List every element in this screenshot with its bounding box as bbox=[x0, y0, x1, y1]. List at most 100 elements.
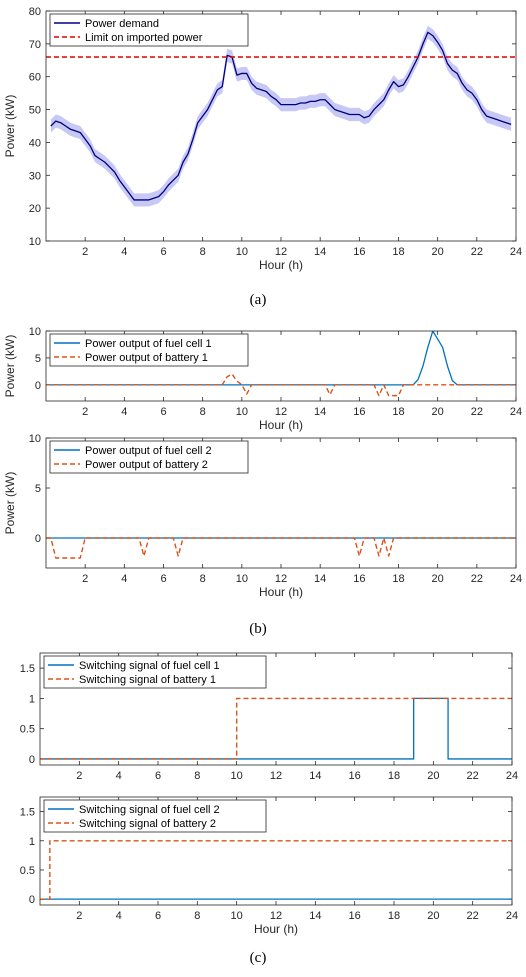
x-tick-label: 14 bbox=[309, 910, 321, 922]
x-tick-label: 16 bbox=[349, 910, 361, 922]
x-tick-label: 16 bbox=[353, 573, 365, 585]
y-tick-label: 0 bbox=[29, 754, 35, 766]
series-line-2 bbox=[46, 373, 516, 397]
series-layer bbox=[40, 840, 512, 900]
x-tick-label: 4 bbox=[121, 406, 127, 418]
x-tick-label: 24 bbox=[510, 406, 522, 418]
series-line-2 bbox=[40, 840, 512, 900]
y-tick-label: 1 bbox=[29, 693, 35, 705]
x-tick-label: 12 bbox=[275, 573, 287, 585]
chart-a: 2 4 6 8 10 12 14 16 18 20 22 241020304050607080Hour… bbox=[3, 6, 522, 272]
x-axis-label: Hour (h) bbox=[254, 922, 298, 936]
x-tick-label: 20 bbox=[432, 406, 444, 418]
x-tick-label: 6 bbox=[155, 910, 161, 922]
x-tick-label: 20 bbox=[427, 910, 439, 922]
x-tick-label: 8 bbox=[200, 406, 206, 418]
x-tick-label: 2 bbox=[76, 910, 82, 922]
x-tick-label: 10 bbox=[236, 406, 248, 418]
x-tick-label: 22 bbox=[467, 770, 479, 782]
x-tick-label: 10 bbox=[236, 246, 248, 258]
x-tick-label: 24 bbox=[506, 910, 518, 922]
x-tick-label: 24 bbox=[506, 770, 518, 782]
plot-frame bbox=[45, 10, 517, 242]
x-tick-label: 14 bbox=[314, 406, 326, 418]
charts-layer: 2 4 6 8 10 12 14 16 18 20 22 241020304050607080Hour… bbox=[3, 6, 522, 936]
legend-entry-2: Power output of battery 2 bbox=[85, 459, 208, 471]
caption-b: (b) bbox=[249, 621, 267, 637]
x-tick-label: 4 bbox=[116, 770, 122, 782]
y-tick-label: 10 bbox=[29, 236, 41, 248]
y-axis-label: Power (kW) bbox=[3, 472, 17, 535]
caption-c: (c) bbox=[250, 950, 267, 966]
x-tick-label: 22 bbox=[471, 246, 483, 258]
legend-entry-2: Switching signal of battery 2 bbox=[79, 818, 216, 830]
x-tick-label: 2 bbox=[82, 573, 88, 585]
legend-entry-1: Switching signal of fuel cell 2 bbox=[79, 804, 220, 816]
legend-box bbox=[43, 655, 267, 689]
x-axis-label: Hour (h) bbox=[259, 585, 303, 599]
legend: Power output of fuel cell 2 Power output … bbox=[49, 440, 249, 474]
x-tick-label: 6 bbox=[160, 406, 166, 418]
y-tick-label: 0 bbox=[35, 380, 41, 392]
x-tick-label: 16 bbox=[353, 406, 365, 418]
x-tick-label: 16 bbox=[349, 770, 361, 782]
legend: Switching signal of fuel cell 1 Switching… bbox=[43, 655, 267, 689]
x-tick-label: 20 bbox=[427, 770, 439, 782]
x-tick-label: 24 bbox=[510, 246, 522, 258]
x-tick-label: 2 bbox=[82, 406, 88, 418]
x-tick-label: 20 bbox=[432, 573, 444, 585]
y-tick-label: 0 bbox=[35, 533, 41, 545]
x-tick-label: 12 bbox=[270, 910, 282, 922]
x-tick-label: 8 bbox=[200, 573, 206, 585]
x-tick-label: 6 bbox=[160, 573, 166, 585]
legend-box bbox=[49, 333, 249, 367]
y-axis-label: Power (kW) bbox=[3, 335, 17, 398]
x-tick-label: 10 bbox=[231, 770, 243, 782]
x-tick-label: 16 bbox=[353, 246, 365, 258]
legend: Power output of fuel cell 1 Power output … bbox=[49, 333, 249, 367]
y-tick-label: 1.5 bbox=[20, 807, 35, 819]
x-tick-label: 12 bbox=[275, 246, 287, 258]
legend-box bbox=[49, 440, 249, 474]
series-layer bbox=[46, 25, 516, 207]
plot-frame bbox=[39, 652, 513, 766]
legend-box bbox=[43, 799, 267, 833]
x-tick-label: 10 bbox=[236, 573, 248, 585]
legend-entry-2: Switching signal of battery 1 bbox=[79, 674, 216, 686]
y-tick-label: 1 bbox=[29, 836, 35, 848]
y-tick-label: 0.5 bbox=[20, 865, 35, 877]
x-tick-label: 6 bbox=[160, 246, 166, 258]
x-tick-label: 14 bbox=[314, 246, 326, 258]
y-tick-label: 1.5 bbox=[20, 663, 35, 675]
x-tick-label: 2 bbox=[76, 770, 82, 782]
x-tick-label: 18 bbox=[392, 573, 404, 585]
legend-entry-2: Power output of battery 1 bbox=[85, 352, 208, 364]
series-layer bbox=[46, 331, 516, 397]
x-tick-label: 8 bbox=[194, 770, 200, 782]
series-layer bbox=[46, 537, 516, 559]
x-tick-label: 8 bbox=[200, 246, 206, 258]
y-tick-label: 50 bbox=[29, 105, 41, 117]
x-tick-label: 10 bbox=[231, 910, 243, 922]
x-tick-label: 18 bbox=[388, 910, 400, 922]
y-tick-label: 5 bbox=[35, 483, 41, 495]
plot-frame bbox=[45, 330, 517, 402]
y-tick-label: 80 bbox=[29, 6, 41, 18]
y-tick-label: 5 bbox=[35, 353, 41, 365]
x-tick-label: 18 bbox=[392, 246, 404, 258]
x-tick-label: 12 bbox=[275, 406, 287, 418]
series-line-1 bbox=[50, 31, 512, 201]
x-tick-label: 22 bbox=[471, 573, 483, 585]
legend-entry-1: Power output of fuel cell 2 bbox=[85, 445, 212, 457]
legend: Switching signal of fuel cell 2 Switching… bbox=[43, 799, 267, 833]
y-tick-label: 70 bbox=[29, 39, 41, 51]
x-tick-label: 22 bbox=[467, 910, 479, 922]
x-tick-label: 12 bbox=[270, 770, 282, 782]
x-axis-label: Hour (h) bbox=[259, 258, 303, 272]
caption-a: (a) bbox=[250, 292, 267, 308]
series-line-1 bbox=[46, 331, 516, 386]
y-tick-label: 40 bbox=[29, 137, 41, 149]
